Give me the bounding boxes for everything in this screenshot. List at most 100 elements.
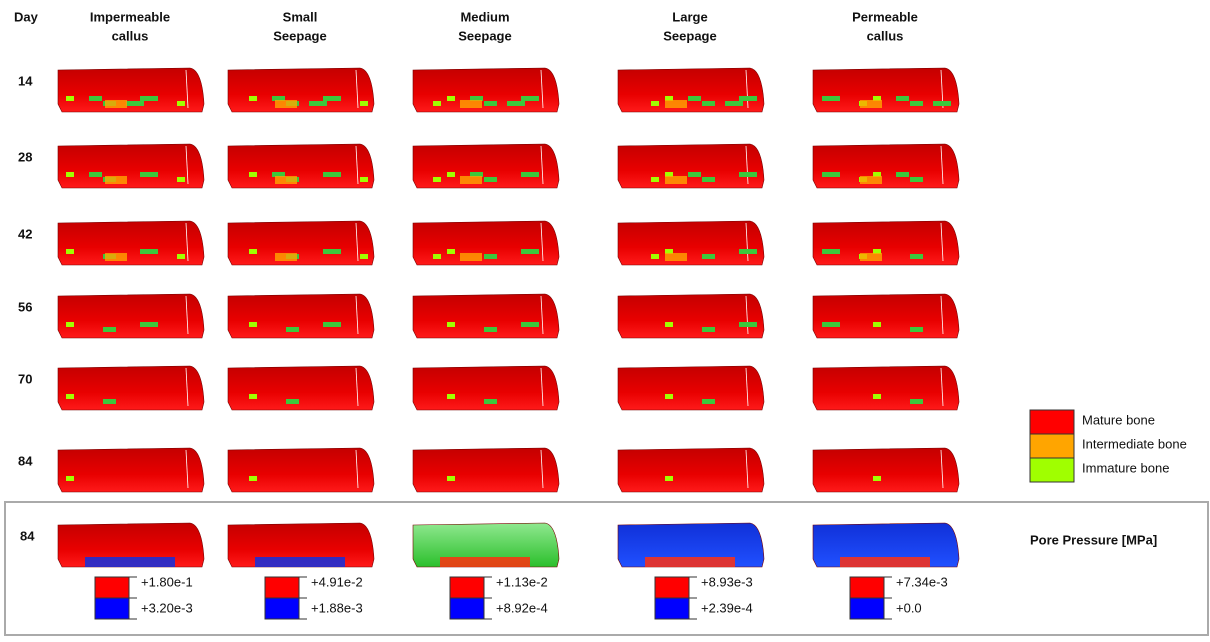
- column-header: Seepage: [663, 28, 716, 43]
- immature-patch: [651, 254, 659, 259]
- day-header: Day: [14, 9, 39, 24]
- row-label: 70: [18, 371, 32, 386]
- edge: [940, 367, 944, 407]
- edge: [745, 145, 749, 185]
- immature-patch: [447, 172, 455, 177]
- immature-patch: [910, 254, 923, 259]
- scale-low: [449, 597, 485, 620]
- column-header: Large: [672, 9, 707, 24]
- edge: [355, 145, 359, 185]
- specimen: [227, 67, 375, 113]
- specimen: [227, 220, 375, 266]
- intermediate-patch: [105, 100, 127, 108]
- immature-patch: [66, 476, 74, 481]
- immature-patch: [910, 177, 923, 182]
- immature-patch: [89, 96, 102, 101]
- immature-patch: [896, 96, 909, 101]
- row-label: 56: [18, 299, 32, 314]
- edge: [540, 367, 544, 407]
- immature-patch: [323, 249, 341, 254]
- immature-patch: [360, 177, 368, 182]
- intermediate-patch: [105, 253, 127, 261]
- pressure-title: Pore Pressure [MPa]: [1030, 532, 1157, 547]
- intermediate-patch: [665, 253, 687, 261]
- immature-patch: [249, 172, 257, 177]
- immature-patch: [140, 249, 158, 254]
- edge: [745, 222, 749, 262]
- scale-low: [849, 597, 885, 620]
- immature-patch: [177, 177, 185, 182]
- immature-patch: [665, 96, 673, 101]
- immature-patch: [739, 322, 757, 327]
- immature-patch: [66, 172, 74, 177]
- immature-patch: [309, 101, 327, 106]
- edge: [540, 295, 544, 335]
- edge: [745, 69, 749, 109]
- specimen: [812, 365, 960, 411]
- immature-patch: [665, 249, 673, 254]
- intermediate-patch: [665, 176, 687, 184]
- immature-patch: [66, 322, 74, 327]
- edge: [185, 69, 189, 109]
- immature-patch: [66, 249, 74, 254]
- intermediate-patch: [275, 100, 297, 108]
- immature-patch: [360, 101, 368, 106]
- scale-low: [94, 597, 130, 620]
- column-header: Small: [283, 9, 318, 24]
- legend: Mature bone Intermediate bone Immature b…: [1029, 409, 1187, 483]
- scale-high: [849, 576, 885, 599]
- edge: [355, 69, 359, 109]
- immature-patch: [323, 172, 341, 177]
- immature-patch: [447, 249, 455, 254]
- specimen: [617, 293, 765, 339]
- edge: [940, 222, 944, 262]
- column-header: callus: [112, 28, 149, 43]
- pressure-day: 84: [20, 528, 35, 543]
- intermediate-patch: [860, 176, 882, 184]
- immature-patch: [873, 96, 881, 101]
- intermediate-patch: [460, 176, 482, 184]
- immature-patch: [103, 399, 116, 404]
- row-label: 14: [18, 73, 33, 88]
- specimen: [617, 447, 765, 493]
- specimen: [227, 447, 375, 493]
- edge: [355, 222, 359, 262]
- immature-patch: [177, 254, 185, 259]
- immature-patch: [873, 322, 881, 327]
- immature-patch: [822, 322, 840, 327]
- scale-label: +8.93e-3: [701, 574, 753, 589]
- scale-label: +3.20e-3: [141, 600, 193, 615]
- immature-patch: [688, 96, 701, 101]
- immature-patch: [470, 96, 483, 101]
- scale-label: +2.39e-4: [701, 600, 753, 615]
- legend-swatch: [1029, 457, 1075, 483]
- scale-label: +1.80e-1: [141, 574, 193, 589]
- immature-patch: [484, 327, 497, 332]
- intermediate-patch: [665, 100, 687, 108]
- column-header: callus: [867, 28, 904, 43]
- immature-patch: [249, 96, 257, 101]
- immature-patch: [822, 96, 840, 101]
- scale-label: +8.92e-4: [496, 600, 548, 615]
- intermediate-patch: [460, 100, 482, 108]
- immature-patch: [822, 172, 840, 177]
- immature-patch: [896, 172, 909, 177]
- immature-patch: [665, 394, 673, 399]
- immature-patch: [103, 327, 116, 332]
- immature-patch: [177, 101, 185, 106]
- immature-patch: [665, 476, 673, 481]
- scale-high: [94, 576, 130, 599]
- edge: [185, 145, 189, 185]
- immature-patch: [910, 399, 923, 404]
- immature-patch: [521, 172, 539, 177]
- scale-label: +1.88e-3: [311, 600, 363, 615]
- edge: [745, 367, 749, 407]
- immature-patch: [665, 322, 673, 327]
- column-header: Seepage: [273, 28, 326, 43]
- pressure-region: [85, 557, 175, 567]
- immature-patch: [433, 254, 441, 259]
- immature-patch: [688, 172, 701, 177]
- immature-patch: [126, 101, 144, 106]
- edge: [940, 295, 944, 335]
